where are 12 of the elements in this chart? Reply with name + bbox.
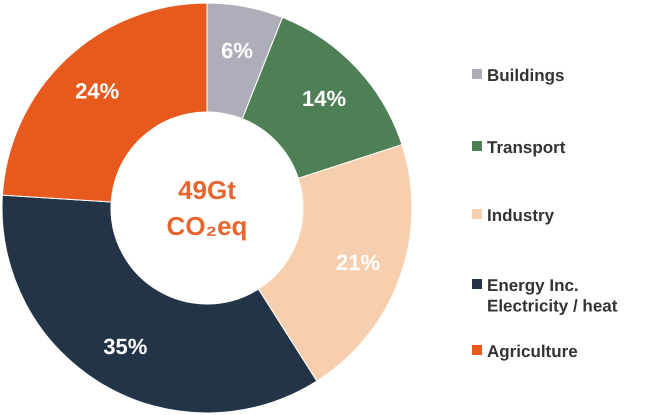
text: CO₂eq xyxy=(166,211,248,242)
data-label: 21% xyxy=(336,250,380,276)
text: 49Gt xyxy=(178,175,236,206)
legend-label: Industry xyxy=(487,206,555,225)
data-label: 14% xyxy=(302,86,346,111)
legend-label: Buildings xyxy=(487,66,564,85)
data-label: 35% xyxy=(103,334,148,359)
legend-label: Agriculture xyxy=(487,342,578,361)
legend-label: Energy Inc. Electricity / heat xyxy=(487,276,618,316)
data-label: 24% xyxy=(75,78,120,104)
legend-label: Transport xyxy=(487,138,566,157)
data-label: 6% xyxy=(221,38,253,64)
